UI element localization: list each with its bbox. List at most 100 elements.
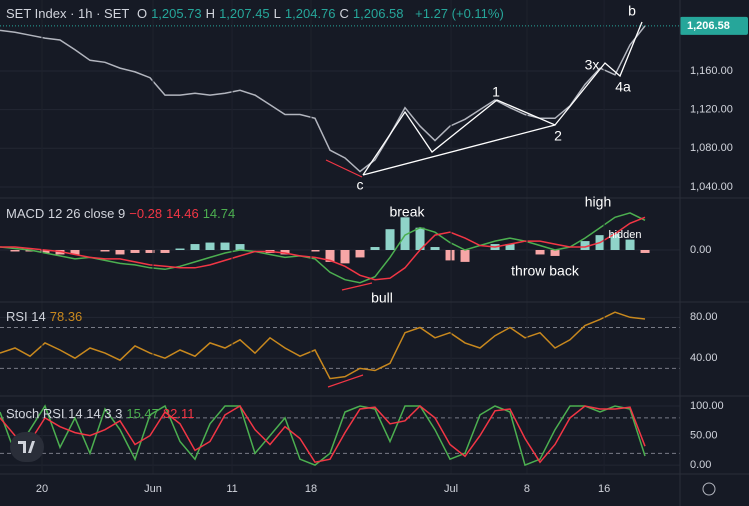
y-tick-label: 100.00 [690, 400, 724, 412]
x-tick-label: Jul [444, 483, 458, 495]
histogram-bar [640, 250, 650, 253]
legend-value: 78.36 [49, 309, 83, 324]
x-tick-label: 16 [598, 483, 610, 495]
legend-value: 14.46 [166, 206, 199, 221]
annotation: hidden [608, 229, 641, 241]
ohlc-value: 1,205.73 [151, 6, 202, 21]
y-tick-label: 1,120.00 [690, 104, 733, 116]
change: +1.27 (+0.11%) [415, 6, 504, 21]
indicator-title: RSI 14 [6, 309, 46, 324]
indicator-title: Stoch RSI 14 14 3 3 [6, 406, 123, 421]
x-tick-label: Jun [144, 483, 162, 495]
annotation: break [389, 204, 425, 220]
histogram-bar [505, 244, 515, 250]
ohlc: O 1,205.73 H 1,207.45 L 1,204.76 C 1,206.58 [137, 6, 408, 21]
logo-mark [18, 441, 35, 453]
annotation: b [628, 3, 636, 19]
symbol-title: SET Index · 1h · SET [6, 6, 130, 21]
y-tick-label: 1,040.00 [690, 181, 733, 193]
price-legend: SET Index · 1h · SET O 1,205.73 H 1,207.45 L… [6, 6, 508, 21]
trend-line [362, 124, 556, 176]
series-line [0, 25, 646, 173]
histogram-bar [400, 217, 410, 250]
histogram-bar [535, 250, 545, 255]
histogram-bar [175, 248, 185, 250]
histogram-bar [115, 250, 125, 255]
y-tick-label: 80.00 [690, 311, 718, 323]
histogram-bar [325, 250, 335, 262]
ohlc-value: 1,207.45 [219, 6, 270, 21]
y-tick-label: 50.00 [690, 429, 718, 441]
settings-button[interactable] [702, 482, 716, 496]
legend-value: −0.28 [129, 206, 163, 221]
histogram-bar [370, 247, 380, 250]
histogram-bar [220, 242, 230, 250]
histogram-bar [445, 250, 455, 261]
annotation: bull [371, 290, 393, 306]
histogram-bar [145, 250, 155, 253]
histogram-bar [355, 250, 365, 258]
y-tick-label: 40.00 [690, 352, 718, 364]
legend-values: 15.47 32.11 [126, 406, 198, 421]
series-line [0, 311, 646, 380]
histogram-bar [310, 250, 320, 252]
histogram-bar [280, 250, 290, 255]
histogram-bar [580, 241, 590, 250]
histogram-bar [160, 250, 170, 253]
series-line [0, 404, 646, 467]
ohlc-value: 1,204.76 [284, 6, 336, 21]
histogram-bar [130, 250, 140, 253]
histogram-bar [10, 250, 20, 252]
ohlc-key: C [339, 6, 349, 21]
histogram-bar [205, 242, 215, 250]
annotation: 2 [554, 128, 562, 144]
histogram-bar [385, 229, 395, 250]
legend-value: 14.74 [202, 206, 236, 221]
annotation: c [357, 177, 364, 193]
series-line [0, 212, 646, 284]
histogram-bar [235, 244, 245, 250]
histogram-bar [70, 250, 80, 255]
annotation: 1 [492, 84, 500, 100]
last-price-label: 1,206.58 [687, 20, 730, 32]
histogram-bar [550, 250, 560, 256]
divergence-line [341, 282, 373, 291]
legend-value: 32.11 [162, 406, 195, 421]
ohlc-key: O [136, 6, 148, 21]
histogram-bar [610, 233, 620, 250]
logo [10, 432, 44, 462]
x-tick-label: 18 [305, 483, 317, 495]
ohlc-key: H [205, 6, 216, 21]
series-line [0, 216, 646, 281]
legend-value: 15.47 [126, 406, 159, 421]
x-tick-label: 8 [524, 483, 530, 495]
annotation: throw back [511, 263, 580, 279]
annotation: 3x [585, 57, 600, 73]
annotation: 4a [615, 79, 631, 95]
y-tick-label: 1,160.00 [690, 65, 733, 77]
wave-line [362, 21, 643, 176]
indicator-title: MACD 12 26 close 9 [6, 206, 126, 221]
macd-legend: MACD 12 26 close 9 −0.28 14.46 14.74 [6, 206, 243, 221]
histogram-bar [340, 250, 350, 264]
divergence-line [327, 374, 364, 388]
stoch-legend: Stoch RSI 14 14 3 3 15.47 32.11 [6, 406, 202, 421]
series-line [0, 404, 646, 464]
y-tick-label: 0.00 [690, 244, 711, 256]
x-tick-label: 20 [36, 483, 48, 495]
histogram-bar [460, 250, 470, 262]
legend-values: −0.28 14.46 14.74 [129, 206, 239, 221]
histogram-bar [40, 250, 50, 253]
rsi-legend: RSI 14 78.36 [6, 309, 90, 324]
divergence-line [325, 159, 363, 178]
annotation: high [585, 194, 611, 210]
histogram-bar [100, 250, 110, 252]
y-tick-label: 1,080.00 [690, 142, 733, 154]
last-price-box [680, 16, 748, 35]
histogram-bar [190, 244, 200, 250]
legend-values: 78.36 [50, 309, 87, 324]
x-tick-label: 11 [226, 483, 237, 495]
